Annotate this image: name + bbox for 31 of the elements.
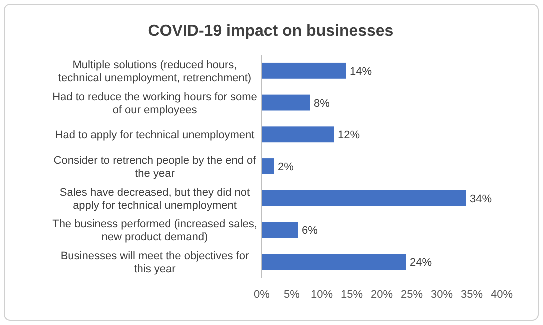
x-tick-label: 0% [254, 288, 270, 301]
data-label: 2% [278, 162, 294, 174]
bar [262, 222, 298, 238]
y-tick-label: Had to reduce the working hours for some of our employees [52, 91, 258, 116]
x-tick-label: 10% [310, 288, 334, 301]
y-tick-label: The business performed (increased sales, new product demand) [52, 218, 258, 244]
bar [262, 254, 406, 270]
data-label: 12% [338, 130, 360, 142]
data-label: 14% [350, 66, 372, 78]
bar [262, 158, 274, 174]
x-tick-label: 35% [460, 288, 484, 301]
y-tick-label: Consider to retrench people by the end of the year [54, 155, 258, 180]
y-tick-label: Sales have decreased, but they did not apply for technical unemployment [60, 186, 250, 212]
x-tick-label: 30% [430, 288, 454, 301]
data-label: 8% [314, 98, 330, 110]
y-tick-label: Multiple solutions (reduced hours, technical unemployment, retrenchment) [58, 59, 252, 84]
x-tick-label: 5% [284, 288, 300, 301]
x-tick-label: 25% [400, 288, 424, 301]
bar [262, 126, 334, 143]
x-tick-label: 15% [340, 288, 364, 301]
chart-title: COVID-19 impact on businesses [148, 23, 394, 40]
y-tick-label: Had to apply for technical unemployment [55, 130, 255, 142]
bar [262, 62, 346, 79]
x-tick-label: 20% [370, 288, 394, 301]
data-label: 6% [302, 225, 318, 238]
y-tick-label: Businesses will meet the objectives for this year [60, 250, 250, 276]
bar [262, 190, 466, 206]
data-label: 24% [410, 257, 432, 270]
data-label: 34% [470, 193, 492, 206]
x-tick-label: 40% [490, 288, 514, 301]
bar [262, 94, 310, 111]
